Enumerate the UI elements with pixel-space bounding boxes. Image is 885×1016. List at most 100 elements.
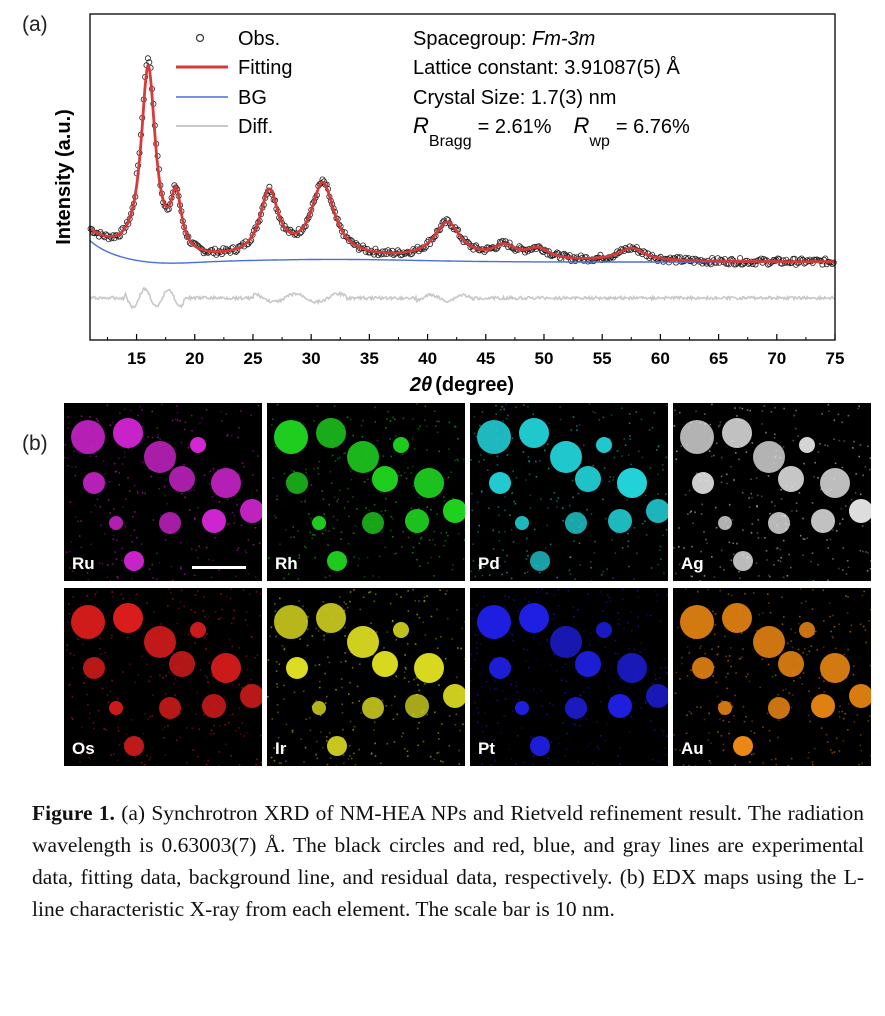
noise-pixel <box>680 445 682 447</box>
noise-pixel <box>843 653 846 656</box>
noise-pixel <box>528 666 530 669</box>
noise-pixel <box>213 724 216 727</box>
noise-pixel <box>297 578 300 580</box>
noise-pixel <box>813 476 815 478</box>
noise-pixel <box>665 456 668 459</box>
noise-pixel <box>629 435 631 437</box>
noise-pixel <box>152 519 155 521</box>
noise-pixel <box>777 736 779 739</box>
noise-pixel <box>742 648 744 650</box>
noise-pixel <box>599 700 602 703</box>
noise-pixel <box>238 427 240 429</box>
noise-pixel <box>547 443 549 445</box>
noise-pixel <box>833 438 835 440</box>
noise-pixel <box>483 595 485 598</box>
noise-pixel <box>830 749 832 751</box>
noise-pixel <box>633 578 635 580</box>
noise-pixel <box>324 672 326 675</box>
noise-pixel <box>711 556 713 558</box>
noise-pixel <box>838 711 841 713</box>
noise-pixel <box>505 403 508 406</box>
noise-pixel <box>775 696 778 699</box>
noise-pixel <box>276 683 278 685</box>
noise-pixel <box>777 719 780 721</box>
noise-pixel <box>322 746 324 749</box>
noise-pixel <box>673 547 675 549</box>
noise-pixel <box>788 692 791 694</box>
noise-pixel <box>844 712 846 715</box>
noise-pixel <box>719 424 721 426</box>
noise-pixel <box>512 639 515 642</box>
noise-pixel <box>151 563 154 566</box>
noise-pixel <box>571 479 574 482</box>
noise-pixel <box>802 651 804 654</box>
noise-pixel <box>347 500 349 503</box>
noise-pixel <box>373 600 376 603</box>
noise-pixel <box>492 548 495 550</box>
noise-pixel <box>340 661 342 663</box>
noise-pixel <box>482 605 484 608</box>
noise-pixel <box>464 528 465 531</box>
noise-pixel <box>548 422 550 425</box>
noise-pixel <box>450 471 452 473</box>
particle <box>240 684 262 708</box>
noise-pixel <box>659 620 662 622</box>
noise-pixel <box>482 730 484 733</box>
noise-pixel <box>230 622 233 625</box>
noise-pixel <box>174 678 177 680</box>
noise-pixel <box>282 749 285 751</box>
particle <box>414 468 444 498</box>
noise-pixel <box>725 676 727 678</box>
noise-pixel <box>436 513 438 515</box>
noise-pixel <box>792 694 794 696</box>
noise-pixel <box>527 456 530 458</box>
lattice-text: Lattice constant: 3.91087(5) Å <box>413 56 680 79</box>
noise-pixel <box>576 429 578 432</box>
edx-map-image <box>267 588 465 766</box>
noise-pixel <box>673 734 675 736</box>
edx-map-ir: Ir <box>267 588 465 766</box>
particle <box>718 701 732 715</box>
noise-pixel <box>285 723 288 726</box>
noise-pixel <box>838 623 840 625</box>
noise-pixel <box>452 564 454 566</box>
noise-pixel <box>141 425 144 428</box>
noise-pixel <box>568 569 571 572</box>
noise-pixel <box>111 563 114 565</box>
noise-pixel <box>627 621 630 624</box>
particle <box>393 437 409 453</box>
noise-pixel <box>352 496 354 498</box>
noise-pixel <box>603 467 606 469</box>
noise-pixel <box>621 407 623 410</box>
noise-pixel <box>341 686 343 689</box>
edx-element-label: Os <box>72 739 95 758</box>
noise-pixel <box>722 743 725 746</box>
noise-pixel <box>766 559 768 561</box>
noise-pixel <box>236 504 238 506</box>
noise-pixel <box>779 560 782 563</box>
noise-pixel <box>481 411 484 413</box>
noise-pixel <box>820 488 822 491</box>
noise-pixel <box>246 731 248 734</box>
noise-pixel <box>831 635 833 638</box>
noise-pixel <box>715 442 718 445</box>
noise-pixel <box>865 551 867 553</box>
noise-pixel <box>627 540 630 543</box>
particle <box>575 466 601 492</box>
noise-pixel <box>619 763 621 765</box>
noise-pixel <box>77 520 79 523</box>
noise-pixel <box>176 419 179 422</box>
x-axis-unit: (degree) <box>435 374 514 396</box>
noise-pixel <box>774 407 776 409</box>
noise-pixel <box>667 595 668 597</box>
noise-pixel <box>846 612 849 614</box>
noise-pixel <box>344 652 347 654</box>
particle <box>190 437 206 453</box>
noise-pixel <box>820 727 823 729</box>
noise-pixel <box>277 711 279 714</box>
noise-pixel <box>773 436 776 439</box>
noise-pixel <box>356 508 358 510</box>
particle <box>144 626 176 658</box>
particle <box>768 697 790 719</box>
noise-pixel <box>106 564 109 566</box>
